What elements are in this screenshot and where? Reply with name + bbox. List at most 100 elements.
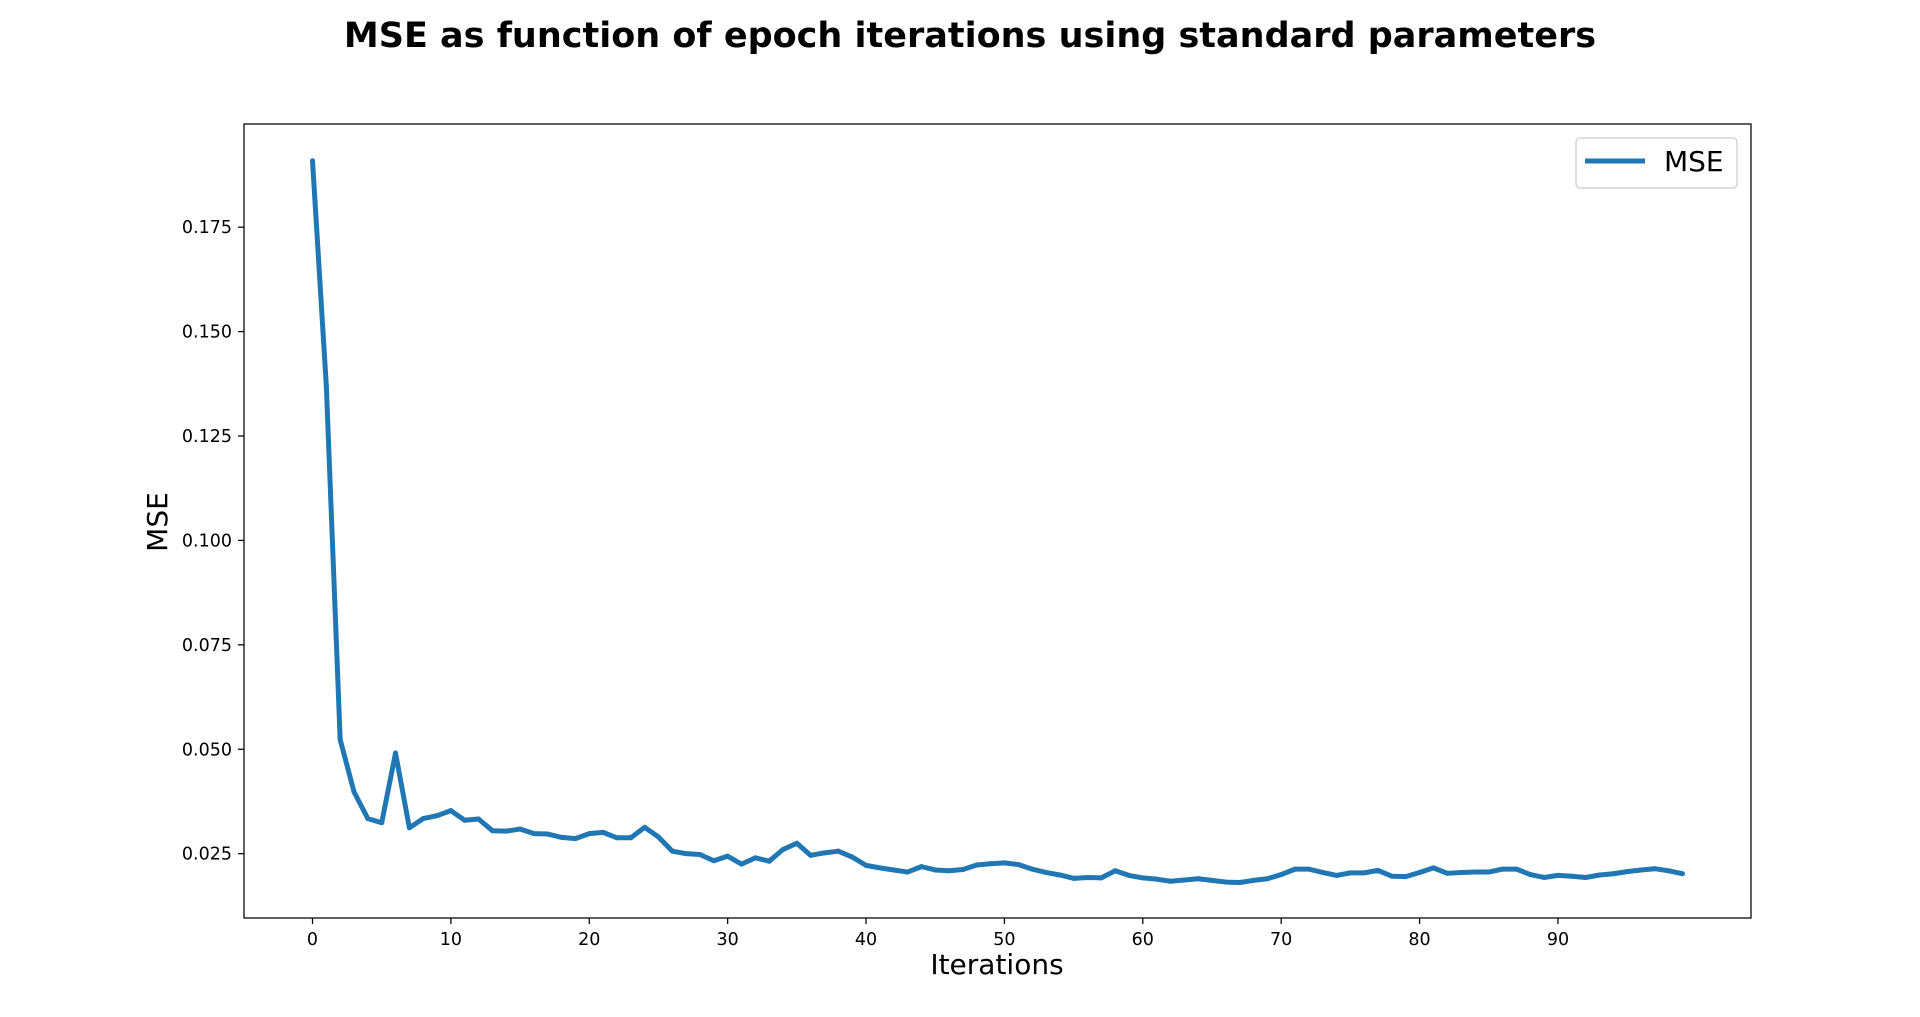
- data-point: [780, 847, 786, 852]
- data-point: [1098, 875, 1104, 881]
- y-axis-ticks: 0.025 0.050 0.075 0.100 0.125 0.150 0.175: [182, 218, 244, 865]
- x-tick-label: 20: [578, 930, 600, 950]
- mse-series-points: [310, 158, 1685, 885]
- data-point: [1278, 872, 1284, 878]
- data-point: [1292, 866, 1298, 872]
- data-point: [725, 853, 731, 859]
- data-point: [835, 848, 841, 854]
- x-tick-label: 70: [1270, 930, 1292, 950]
- data-point: [1652, 866, 1658, 872]
- data-point: [1527, 872, 1533, 878]
- data-point: [614, 835, 620, 841]
- data-point: [1209, 877, 1215, 883]
- data-point: [1154, 876, 1160, 882]
- data-point: [462, 817, 468, 823]
- data-point: [600, 829, 606, 835]
- data-point: [1181, 877, 1187, 883]
- data-point: [1513, 866, 1519, 872]
- x-tick-label: 60: [1132, 930, 1154, 950]
- data-point: [531, 831, 537, 837]
- data-point: [905, 869, 911, 875]
- legend-box: [1575, 137, 1738, 189]
- data-point: [822, 850, 828, 856]
- x-tick-label: 80: [1408, 930, 1430, 950]
- data-point: [1500, 866, 1506, 872]
- x-tick-label: 90: [1547, 930, 1569, 950]
- data-point: [406, 825, 412, 831]
- data-point: [503, 828, 509, 834]
- data-point: [932, 867, 938, 873]
- y-tick-label: 0.075: [182, 636, 232, 656]
- data-point: [711, 858, 717, 864]
- data-point: [489, 828, 495, 834]
- data-point: [337, 737, 343, 743]
- x-axis-ticks: 0 10 20 30 40 50 60 70 80 90: [307, 918, 1569, 950]
- data-point: [1638, 867, 1644, 873]
- data-point: [1403, 874, 1409, 880]
- data-point: [1417, 869, 1423, 875]
- x-tick-label: 10: [440, 930, 462, 950]
- data-point: [1444, 870, 1450, 876]
- data-point: [891, 867, 897, 873]
- data-point: [1140, 875, 1146, 881]
- data-point: [1375, 867, 1381, 873]
- data-point: [1361, 870, 1367, 876]
- data-point: [393, 750, 399, 756]
- data-point: [1320, 869, 1326, 875]
- y-tick-label: 0.100: [182, 531, 232, 551]
- x-tick-label: 0: [307, 930, 318, 950]
- data-point: [988, 861, 994, 867]
- data-point: [323, 383, 329, 389]
- data-point: [1569, 873, 1575, 879]
- data-point: [420, 816, 426, 822]
- legend-label: MSE: [1664, 145, 1724, 178]
- data-point: [697, 852, 703, 858]
- data-point: [1001, 860, 1007, 866]
- data-point: [752, 855, 758, 861]
- data-point: [974, 862, 980, 868]
- data-point: [628, 835, 634, 841]
- data-point: [1084, 874, 1090, 880]
- data-point: [738, 861, 744, 867]
- data-point: [517, 826, 523, 832]
- data-point: [379, 820, 385, 826]
- data-point: [1195, 876, 1201, 882]
- y-tick-label: 0.050: [182, 740, 232, 760]
- data-point: [808, 852, 814, 858]
- plot-frame: [243, 123, 1752, 919]
- data-point: [310, 158, 315, 164]
- data-point: [1596, 872, 1602, 878]
- legend: MSE: [1575, 137, 1738, 189]
- data-point: [476, 816, 482, 822]
- data-point: [1057, 872, 1063, 878]
- data-point: [1583, 874, 1589, 880]
- y-tick-label: 0.150: [182, 323, 232, 343]
- data-point: [545, 831, 551, 837]
- data-point: [1610, 871, 1616, 877]
- data-point: [1043, 869, 1049, 875]
- data-point: [1306, 866, 1312, 872]
- data-point: [1389, 873, 1395, 879]
- data-point: [918, 864, 924, 870]
- data-point: [1666, 868, 1672, 874]
- mse-series-line: [310, 160, 1684, 885]
- data-point: [1680, 871, 1685, 877]
- data-point: [586, 831, 592, 837]
- data-point: [1167, 878, 1173, 884]
- data-point: [1264, 876, 1270, 882]
- data-point: [960, 867, 966, 873]
- data-point: [448, 808, 454, 814]
- x-tick-label: 30: [717, 930, 739, 950]
- data-point: [877, 865, 883, 871]
- data-point: [1112, 868, 1118, 874]
- data-point: [1334, 872, 1340, 878]
- data-point: [1251, 877, 1257, 883]
- y-axis-label: MSE: [141, 492, 174, 552]
- data-point: [849, 854, 855, 860]
- data-point: [1223, 879, 1229, 885]
- data-point: [1015, 862, 1021, 868]
- data-point: [655, 834, 661, 840]
- data-point: [766, 858, 772, 864]
- data-point: [559, 834, 565, 840]
